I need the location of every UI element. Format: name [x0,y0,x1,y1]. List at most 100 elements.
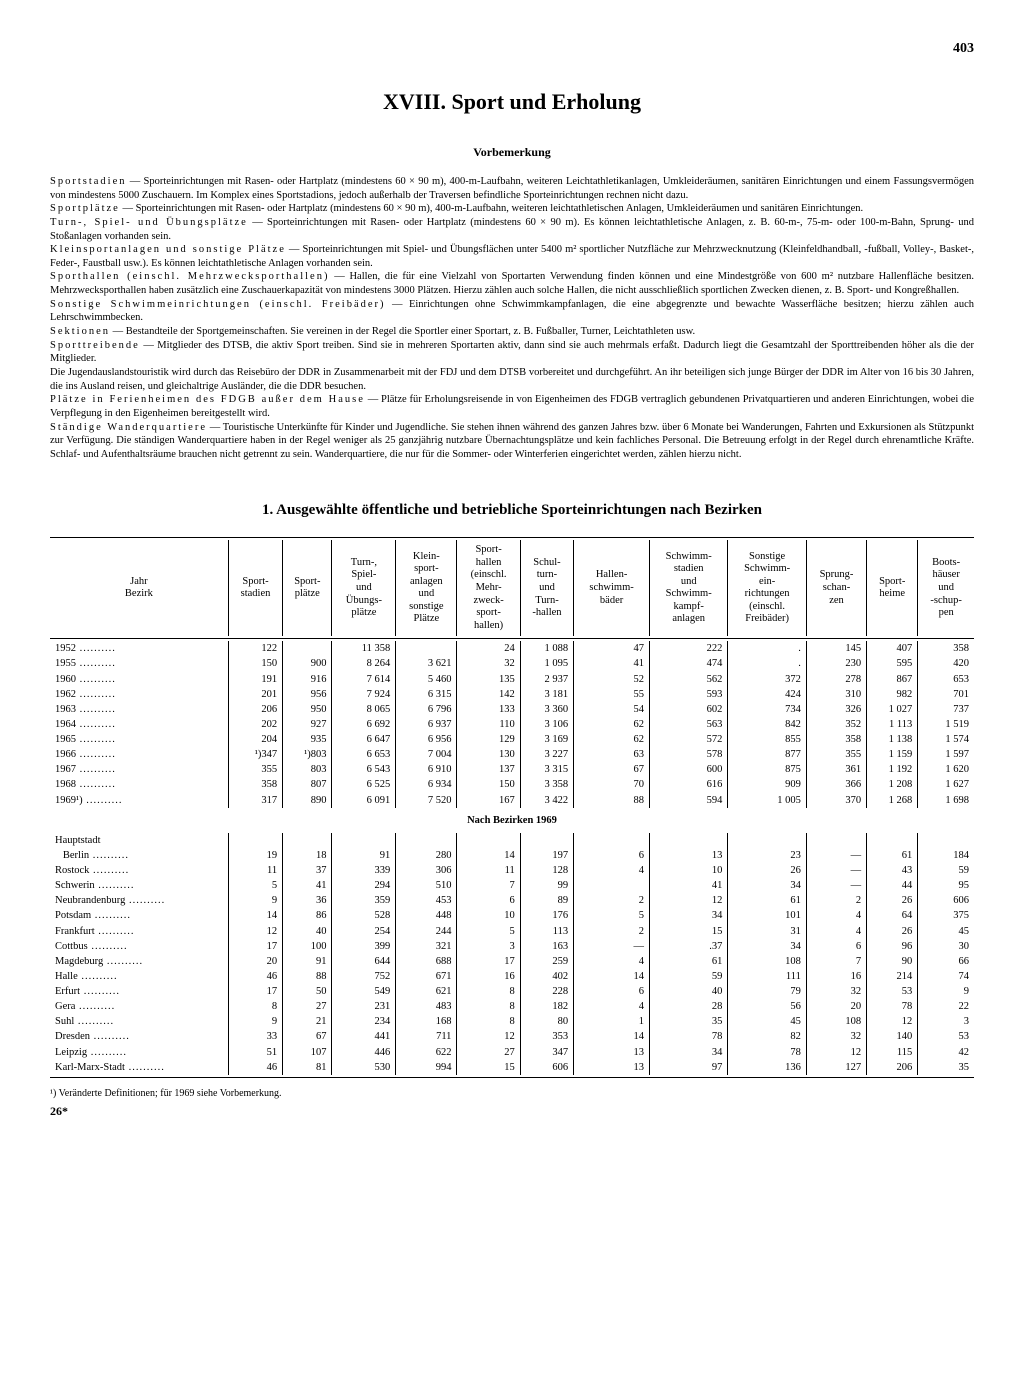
table-cell: 108 [806,1014,866,1029]
table-cell: 231 [332,999,396,1014]
table-cell: 310 [806,687,866,702]
table-cell: 17 [457,954,520,969]
table-cell: 259 [520,954,573,969]
table-cell: 9 [918,984,974,999]
table-cell: 46 [228,969,282,984]
table-cell: 40 [283,924,332,939]
table-cell: 5 [228,878,282,893]
table-cell: 366 [806,777,866,792]
table-row: Hauptstadt [50,833,974,848]
table-cell: 230 [806,656,866,671]
footnote: ¹) Veränderte Definitionen; für 1969 sie… [50,1088,974,1101]
table-cell: Magdeburg [50,954,228,969]
table-row: Karl-Marx-Stadt4681530994156061397136127… [50,1060,974,1075]
table-cell: 45 [728,1014,806,1029]
table-cell: 916 [283,672,332,687]
table-cell: 807 [283,777,332,792]
table-cell: 4 [574,954,650,969]
table-cell: 204 [228,732,282,747]
table-cell: 34 [728,878,806,893]
table-cell: Erfurt [50,984,228,999]
table-row: 19622019567 9246 3151423 181555934243109… [50,687,974,702]
table-cell: 6 934 [396,777,457,792]
table-cell: 11 [228,863,282,878]
table-cell: 50 [283,984,332,999]
table-cell: 96 [867,939,918,954]
table-cell: 122 [228,641,282,656]
table-cell: 278 [806,672,866,687]
table-cell: 97 [649,1060,727,1075]
table-cell: 644 [332,954,396,969]
table-cell: 137 [457,762,520,777]
table-cell: 89 [520,893,573,908]
table-cell: 100 [283,939,332,954]
table-cell: 81 [283,1060,332,1075]
table-cell: 12 [867,1014,918,1029]
table-row: 19632069508 0656 7961333 360546027343261… [50,702,974,717]
table-cell: 5 [574,908,650,923]
table-cell: 44 [867,878,918,893]
table-cell: 140 [867,1029,918,1044]
table-cell: 7 924 [332,687,396,702]
table-cell: 1963 [50,702,228,717]
table-cell: 26 [728,863,806,878]
table-cell: 1 627 [918,777,974,792]
table-cell: 6 956 [396,732,457,747]
table-cell: 6 [574,848,650,863]
table-cell: 46 [228,1060,282,1075]
table-cell: 653 [918,672,974,687]
table-cell: 150 [457,777,520,792]
table-cell: 64 [867,908,918,923]
table-row: Rostock11373393061112841026—4359 [50,863,974,878]
table-row: Neubrandenburg93635945368921261226606 [50,893,974,908]
table-cell: 16 [457,969,520,984]
table-cell: ¹)347 [228,747,282,762]
table-cell: 1 113 [867,717,918,732]
table-cell: 30 [918,939,974,954]
table-cell: 595 [867,656,918,671]
table-cell: 6 910 [396,762,457,777]
table-cell: 6 091 [332,793,396,808]
column-header: Sport-heime [867,540,918,636]
table-cell: 1 268 [867,793,918,808]
table-cell: 28 [649,999,727,1014]
table-cell: 6 692 [332,717,396,732]
table-cell: 32 [457,656,520,671]
table-cell: 6 [806,939,866,954]
table-cell: 107 [283,1045,332,1060]
table-cell: 528 [332,908,396,923]
table-cell: 306 [396,863,457,878]
table-cell: 572 [649,732,727,747]
table-cell: 474 [649,656,727,671]
table-cell: 1967 [50,762,228,777]
table-cell: 7 614 [332,672,396,687]
table-cell: 877 [728,747,806,762]
table-cell: 6 525 [332,777,396,792]
table-cell: 128 [520,863,573,878]
table-cell: 8 [457,1014,520,1029]
table-cell: 1960 [50,672,228,687]
table-cell: 909 [728,777,806,792]
table-cell: 18 [283,848,332,863]
column-header: Klein-sport-anlagenundsonstigePlätze [396,540,457,636]
table-cell: 1 005 [728,793,806,808]
table-cell [396,641,457,656]
table-cell: 228 [520,984,573,999]
table-cell: 130 [457,747,520,762]
table-cell: 441 [332,1029,396,1044]
table-cell: 35 [649,1014,727,1029]
table-cell: 214 [867,969,918,984]
table-cell: 17 [228,939,282,954]
table-cell: 424 [728,687,806,702]
table-cell: 950 [283,702,332,717]
table-cell: 41 [283,878,332,893]
table-cell: 14 [574,1029,650,1044]
table-cell: 206 [867,1060,918,1075]
table-cell: 2 [574,924,650,939]
table-cell: 34 [649,1045,727,1060]
table-cell: 26 [867,893,918,908]
table-cell: 88 [283,969,332,984]
chapter-title: XVIII. Sport und Erholung [50,88,974,116]
table-cell: 701 [918,687,974,702]
table-cell: 62 [574,732,650,747]
